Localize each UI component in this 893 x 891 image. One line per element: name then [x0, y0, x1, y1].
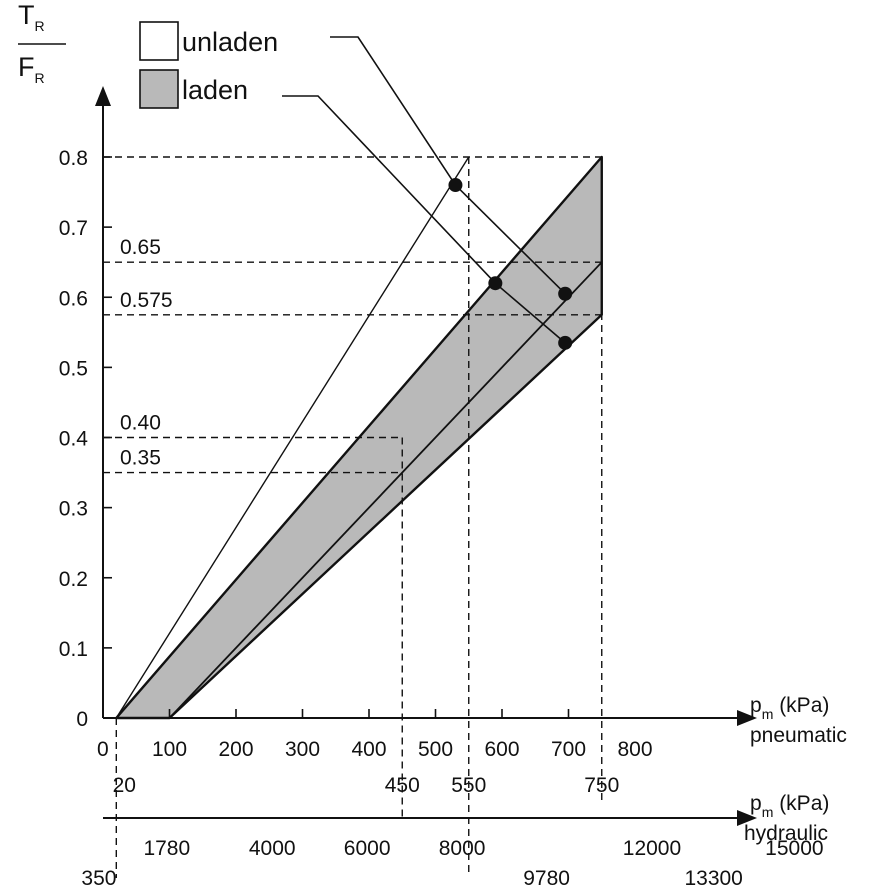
legend-layer: unladen laden	[139, 21, 566, 344]
hydraulic-tick-label-12000: 12000	[623, 837, 681, 860]
y-tick-label-0: 0	[76, 708, 88, 731]
x-tick-label-400: 400	[351, 738, 386, 761]
y-tick-label-0.8: 0.8	[59, 147, 88, 170]
data-point-0	[448, 178, 463, 193]
ref-label-0.65: 0.65	[120, 236, 161, 259]
x-axis-title-hydraulic: pm (kPa)	[750, 792, 829, 820]
x-tick-label-500: 500	[418, 738, 453, 761]
x-tick-label-200: 200	[218, 738, 253, 761]
hydraulic-tick-label-8000: 8000	[439, 837, 486, 860]
leader-unladen-extension	[454, 184, 566, 295]
y-tick-label-0.5: 0.5	[59, 357, 88, 380]
x-tick-label-800: 800	[617, 738, 652, 761]
data-point-2	[558, 286, 573, 301]
y-axis-arrow	[95, 86, 111, 106]
x-mark-label-750: 750	[584, 774, 619, 797]
y-tick-label-0.7: 0.7	[59, 217, 88, 240]
data-point-1	[488, 276, 503, 291]
labels-layer: 0 0.1 0.2 0.3 0.4 0.5 0.6 0.7 0.8 0.65 0.575 0.40 0.…	[18, 0, 847, 890]
series-layer	[115, 156, 603, 719]
leader-laden-extension	[494, 282, 566, 344]
ref-label-0.35: 0.35	[120, 447, 161, 470]
hydraulic-mark-label-13300: 13300	[684, 867, 742, 890]
x-axis-kind-pneumatic: pneumatic	[750, 724, 847, 747]
series-line-mid-1	[168, 261, 603, 719]
legend-label-unladen: unladen	[182, 27, 278, 57]
legend-swatch-laden	[139, 69, 179, 109]
points-layer	[448, 178, 573, 350]
x-axis-title-pneumatic: pm (kPa)	[750, 694, 829, 722]
x-tick-label-600: 600	[484, 738, 519, 761]
hydraulic-tick-label-6000: 6000	[344, 837, 391, 860]
y-tick-label-0.4: 0.4	[59, 428, 89, 451]
hydraulic-mark-label-9780: 9780	[523, 867, 570, 890]
guide-lines-layer	[103, 156, 603, 878]
data-point-3	[558, 335, 573, 350]
y-tick-label-0.2: 0.2	[59, 568, 88, 591]
hydraulic-tick-label-4000: 4000	[249, 837, 296, 860]
axes-layer	[95, 86, 757, 826]
hydraulic-axis-arrow	[737, 810, 757, 826]
x-mark-label-450: 450	[385, 774, 420, 797]
x-axis-kind-hydraulic: hydraulic	[744, 822, 828, 845]
x-tick-label-100: 100	[152, 738, 187, 761]
x-mark-label-20: 20	[113, 774, 136, 797]
hydraulic-tick-label-15000: 15000	[765, 837, 823, 860]
legend-leader-laden	[282, 95, 496, 284]
hydraulic-mark-label-350: 350	[81, 867, 116, 890]
y-tick-label-0.3: 0.3	[59, 498, 88, 521]
y-tick-label-0.6: 0.6	[59, 287, 88, 310]
x-tick-label-0: 0	[97, 738, 109, 761]
y-axis-label-denominator: FR	[18, 52, 45, 86]
x-mark-label-550: 550	[451, 774, 486, 797]
legend-swatch-unladen	[139, 21, 179, 61]
x-tick-label-300: 300	[285, 738, 320, 761]
y-axis-label-numerator: TR	[18, 0, 45, 34]
legend-leader-unladen	[330, 36, 457, 186]
ref-label-0.40: 0.40	[120, 412, 161, 435]
ref-label-0.575: 0.575	[120, 289, 173, 312]
y-tick-label-0.1: 0.1	[59, 638, 88, 661]
hydraulic-tick-label-1780: 1780	[143, 837, 190, 860]
x-tick-label-700: 700	[551, 738, 586, 761]
series-line-unladen	[115, 156, 470, 719]
x-axis-arrow	[737, 710, 757, 726]
legend-label-laden: laden	[182, 75, 248, 105]
